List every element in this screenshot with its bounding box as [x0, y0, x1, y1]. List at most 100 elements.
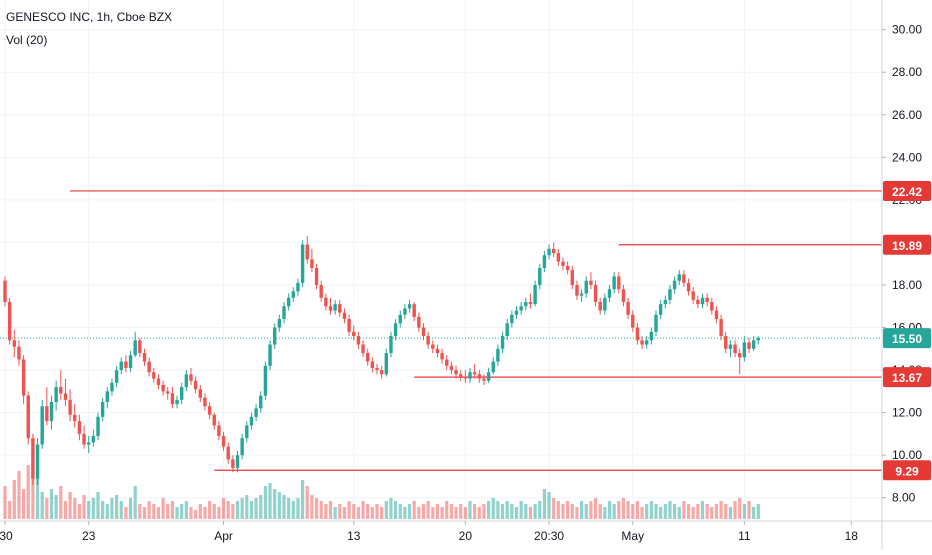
- candle[interactable]: [700, 293, 705, 309]
- candle[interactable]: [668, 284, 672, 305]
- candle[interactable]: [21, 355, 26, 405]
- candle[interactable]: [491, 357, 495, 375]
- candle[interactable]: [500, 331, 505, 354]
- candle[interactable]: [54, 380, 58, 411]
- candle[interactable]: [672, 276, 677, 294]
- candle[interactable]: [621, 284, 626, 307]
- candle[interactable]: [635, 323, 640, 345]
- candle[interactable]: [212, 412, 216, 430]
- candle[interactable]: [747, 338, 751, 354]
- candle[interactable]: [310, 248, 314, 273]
- candle[interactable]: [724, 331, 728, 354]
- candle[interactable]: [686, 278, 691, 296]
- candle[interactable]: [59, 370, 63, 400]
- candle[interactable]: [598, 297, 602, 315]
- candle[interactable]: [496, 344, 500, 366]
- candle[interactable]: [63, 378, 68, 407]
- candle-layer[interactable]: [3, 236, 760, 485]
- candle[interactable]: [296, 278, 300, 296]
- candle[interactable]: [705, 293, 709, 307]
- candle[interactable]: [649, 327, 654, 345]
- candle[interactable]: [589, 272, 593, 290]
- candle[interactable]: [7, 297, 12, 345]
- candle[interactable]: [384, 348, 388, 377]
- candle[interactable]: [273, 323, 277, 349]
- candle[interactable]: [449, 361, 454, 375]
- candle[interactable]: [417, 312, 421, 332]
- candle[interactable]: [193, 376, 198, 394]
- candle[interactable]: [742, 336, 747, 362]
- candle[interactable]: [235, 450, 240, 473]
- candle[interactable]: [35, 438, 40, 485]
- candle[interactable]: [682, 270, 686, 288]
- candle[interactable]: [482, 374, 486, 385]
- candle[interactable]: [533, 280, 537, 307]
- candle[interactable]: [342, 308, 347, 324]
- candle[interactable]: [291, 287, 295, 303]
- candle[interactable]: [459, 370, 463, 381]
- candle[interactable]: [658, 299, 663, 320]
- candle[interactable]: [45, 387, 49, 426]
- candle[interactable]: [542, 250, 547, 273]
- candle[interactable]: [728, 340, 733, 358]
- candle[interactable]: [612, 272, 616, 294]
- candle[interactable]: [407, 299, 412, 313]
- candle[interactable]: [170, 387, 175, 409]
- candle[interactable]: [654, 310, 658, 337]
- candle[interactable]: [300, 240, 305, 288]
- candle[interactable]: [133, 331, 137, 358]
- candle[interactable]: [645, 336, 649, 349]
- candle[interactable]: [710, 297, 714, 315]
- candle[interactable]: [161, 380, 165, 396]
- candle[interactable]: [626, 297, 630, 320]
- candle[interactable]: [714, 306, 719, 324]
- candle[interactable]: [477, 370, 481, 383]
- candle[interactable]: [77, 414, 82, 441]
- candle[interactable]: [189, 367, 193, 385]
- level-layer[interactable]: [0, 190, 882, 471]
- candle[interactable]: [421, 323, 426, 341]
- candle[interactable]: [17, 340, 21, 366]
- candle[interactable]: [240, 433, 244, 460]
- candle[interactable]: [245, 421, 249, 443]
- candle[interactable]: [440, 348, 444, 364]
- candle[interactable]: [68, 389, 72, 422]
- candle[interactable]: [347, 314, 351, 337]
- candle[interactable]: [31, 433, 35, 485]
- candle[interactable]: [756, 336, 760, 345]
- candle[interactable]: [207, 401, 212, 420]
- candle[interactable]: [593, 280, 598, 307]
- candle[interactable]: [519, 302, 523, 315]
- candle[interactable]: [719, 314, 723, 341]
- candle[interactable]: [468, 367, 472, 383]
- candle[interactable]: [49, 395, 54, 430]
- candle[interactable]: [12, 329, 16, 358]
- candle[interactable]: [738, 348, 742, 375]
- candle[interactable]: [184, 370, 189, 392]
- candle[interactable]: [375, 363, 379, 375]
- candle[interactable]: [268, 340, 272, 371]
- candle[interactable]: [445, 355, 449, 371]
- candle[interactable]: [314, 263, 319, 290]
- candle[interactable]: [333, 299, 337, 315]
- candle[interactable]: [565, 261, 570, 275]
- candle[interactable]: [528, 293, 533, 309]
- candle[interactable]: [324, 293, 328, 311]
- candle[interactable]: [426, 331, 430, 349]
- candle[interactable]: [366, 348, 370, 366]
- candle[interactable]: [579, 289, 584, 303]
- candle[interactable]: [254, 404, 258, 422]
- candle[interactable]: [175, 395, 179, 409]
- candle[interactable]: [631, 310, 635, 332]
- candle[interactable]: [142, 348, 147, 366]
- candle[interactable]: [393, 319, 398, 341]
- candle[interactable]: [663, 295, 667, 309]
- candle[interactable]: [73, 404, 77, 428]
- candle[interactable]: [403, 304, 407, 320]
- candle[interactable]: [556, 248, 561, 266]
- candle[interactable]: [584, 276, 588, 298]
- candle[interactable]: [338, 299, 342, 317]
- candle[interactable]: [203, 393, 207, 411]
